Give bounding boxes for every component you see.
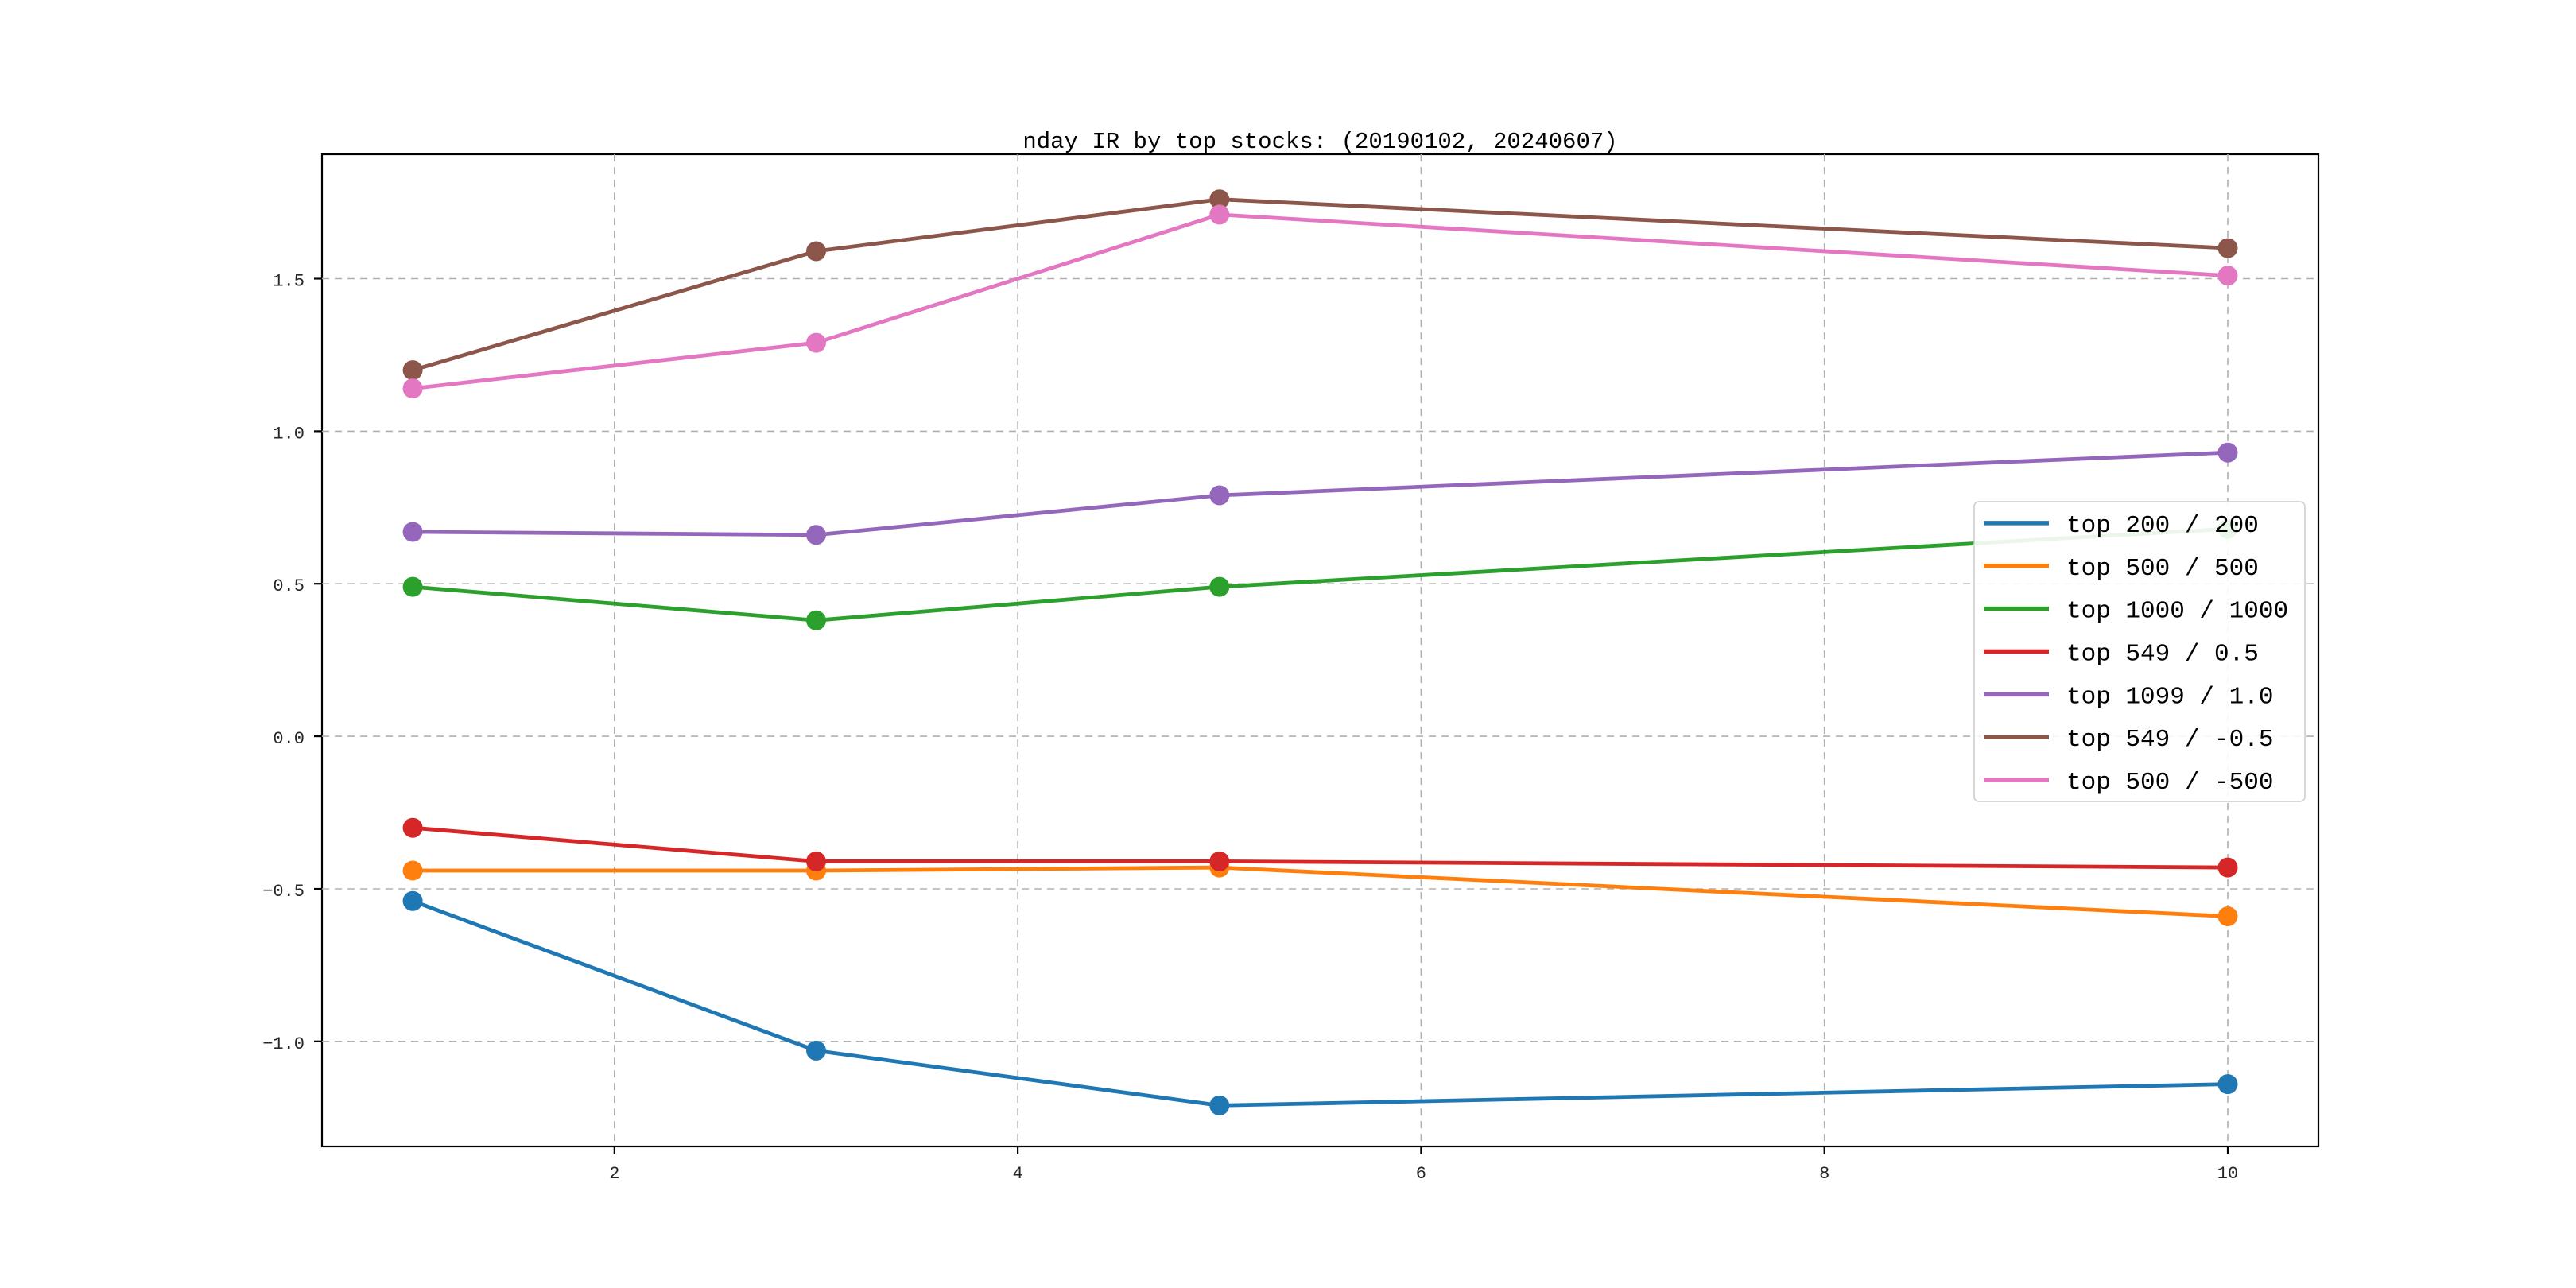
svg-text:0.5: 0.5	[273, 576, 305, 596]
svg-text:−1.0: −1.0	[262, 1034, 305, 1054]
svg-text:6: 6	[1416, 1164, 1426, 1184]
svg-text:top 500 / -500: top 500 / -500	[2066, 769, 2273, 797]
svg-text:1.0: 1.0	[273, 424, 305, 444]
svg-text:top 1099 / 1.0: top 1099 / 1.0	[2066, 683, 2273, 711]
svg-text:8: 8	[1819, 1164, 1829, 1184]
svg-text:top 549 / 0.5: top 549 / 0.5	[2066, 641, 2259, 669]
svg-text:0.0: 0.0	[273, 729, 305, 749]
svg-text:top 500 / 500: top 500 / 500	[2066, 555, 2259, 583]
svg-text:2: 2	[609, 1164, 619, 1184]
svg-text:1.5: 1.5	[273, 272, 305, 292]
svg-text:top 200 / 200: top 200 / 200	[2066, 512, 2259, 540]
svg-text:−0.5: −0.5	[262, 882, 305, 902]
svg-text:top 549 / -0.5: top 549 / -0.5	[2066, 726, 2273, 754]
svg-text:nday IR by top stocks: (201901: nday IR by top stocks: (20190102, 202406…	[1022, 129, 1617, 155]
svg-text:4: 4	[1012, 1164, 1022, 1184]
svg-text:top 1000 / 1000: top 1000 / 1000	[2066, 598, 2288, 626]
svg-text:10: 10	[2217, 1164, 2238, 1184]
